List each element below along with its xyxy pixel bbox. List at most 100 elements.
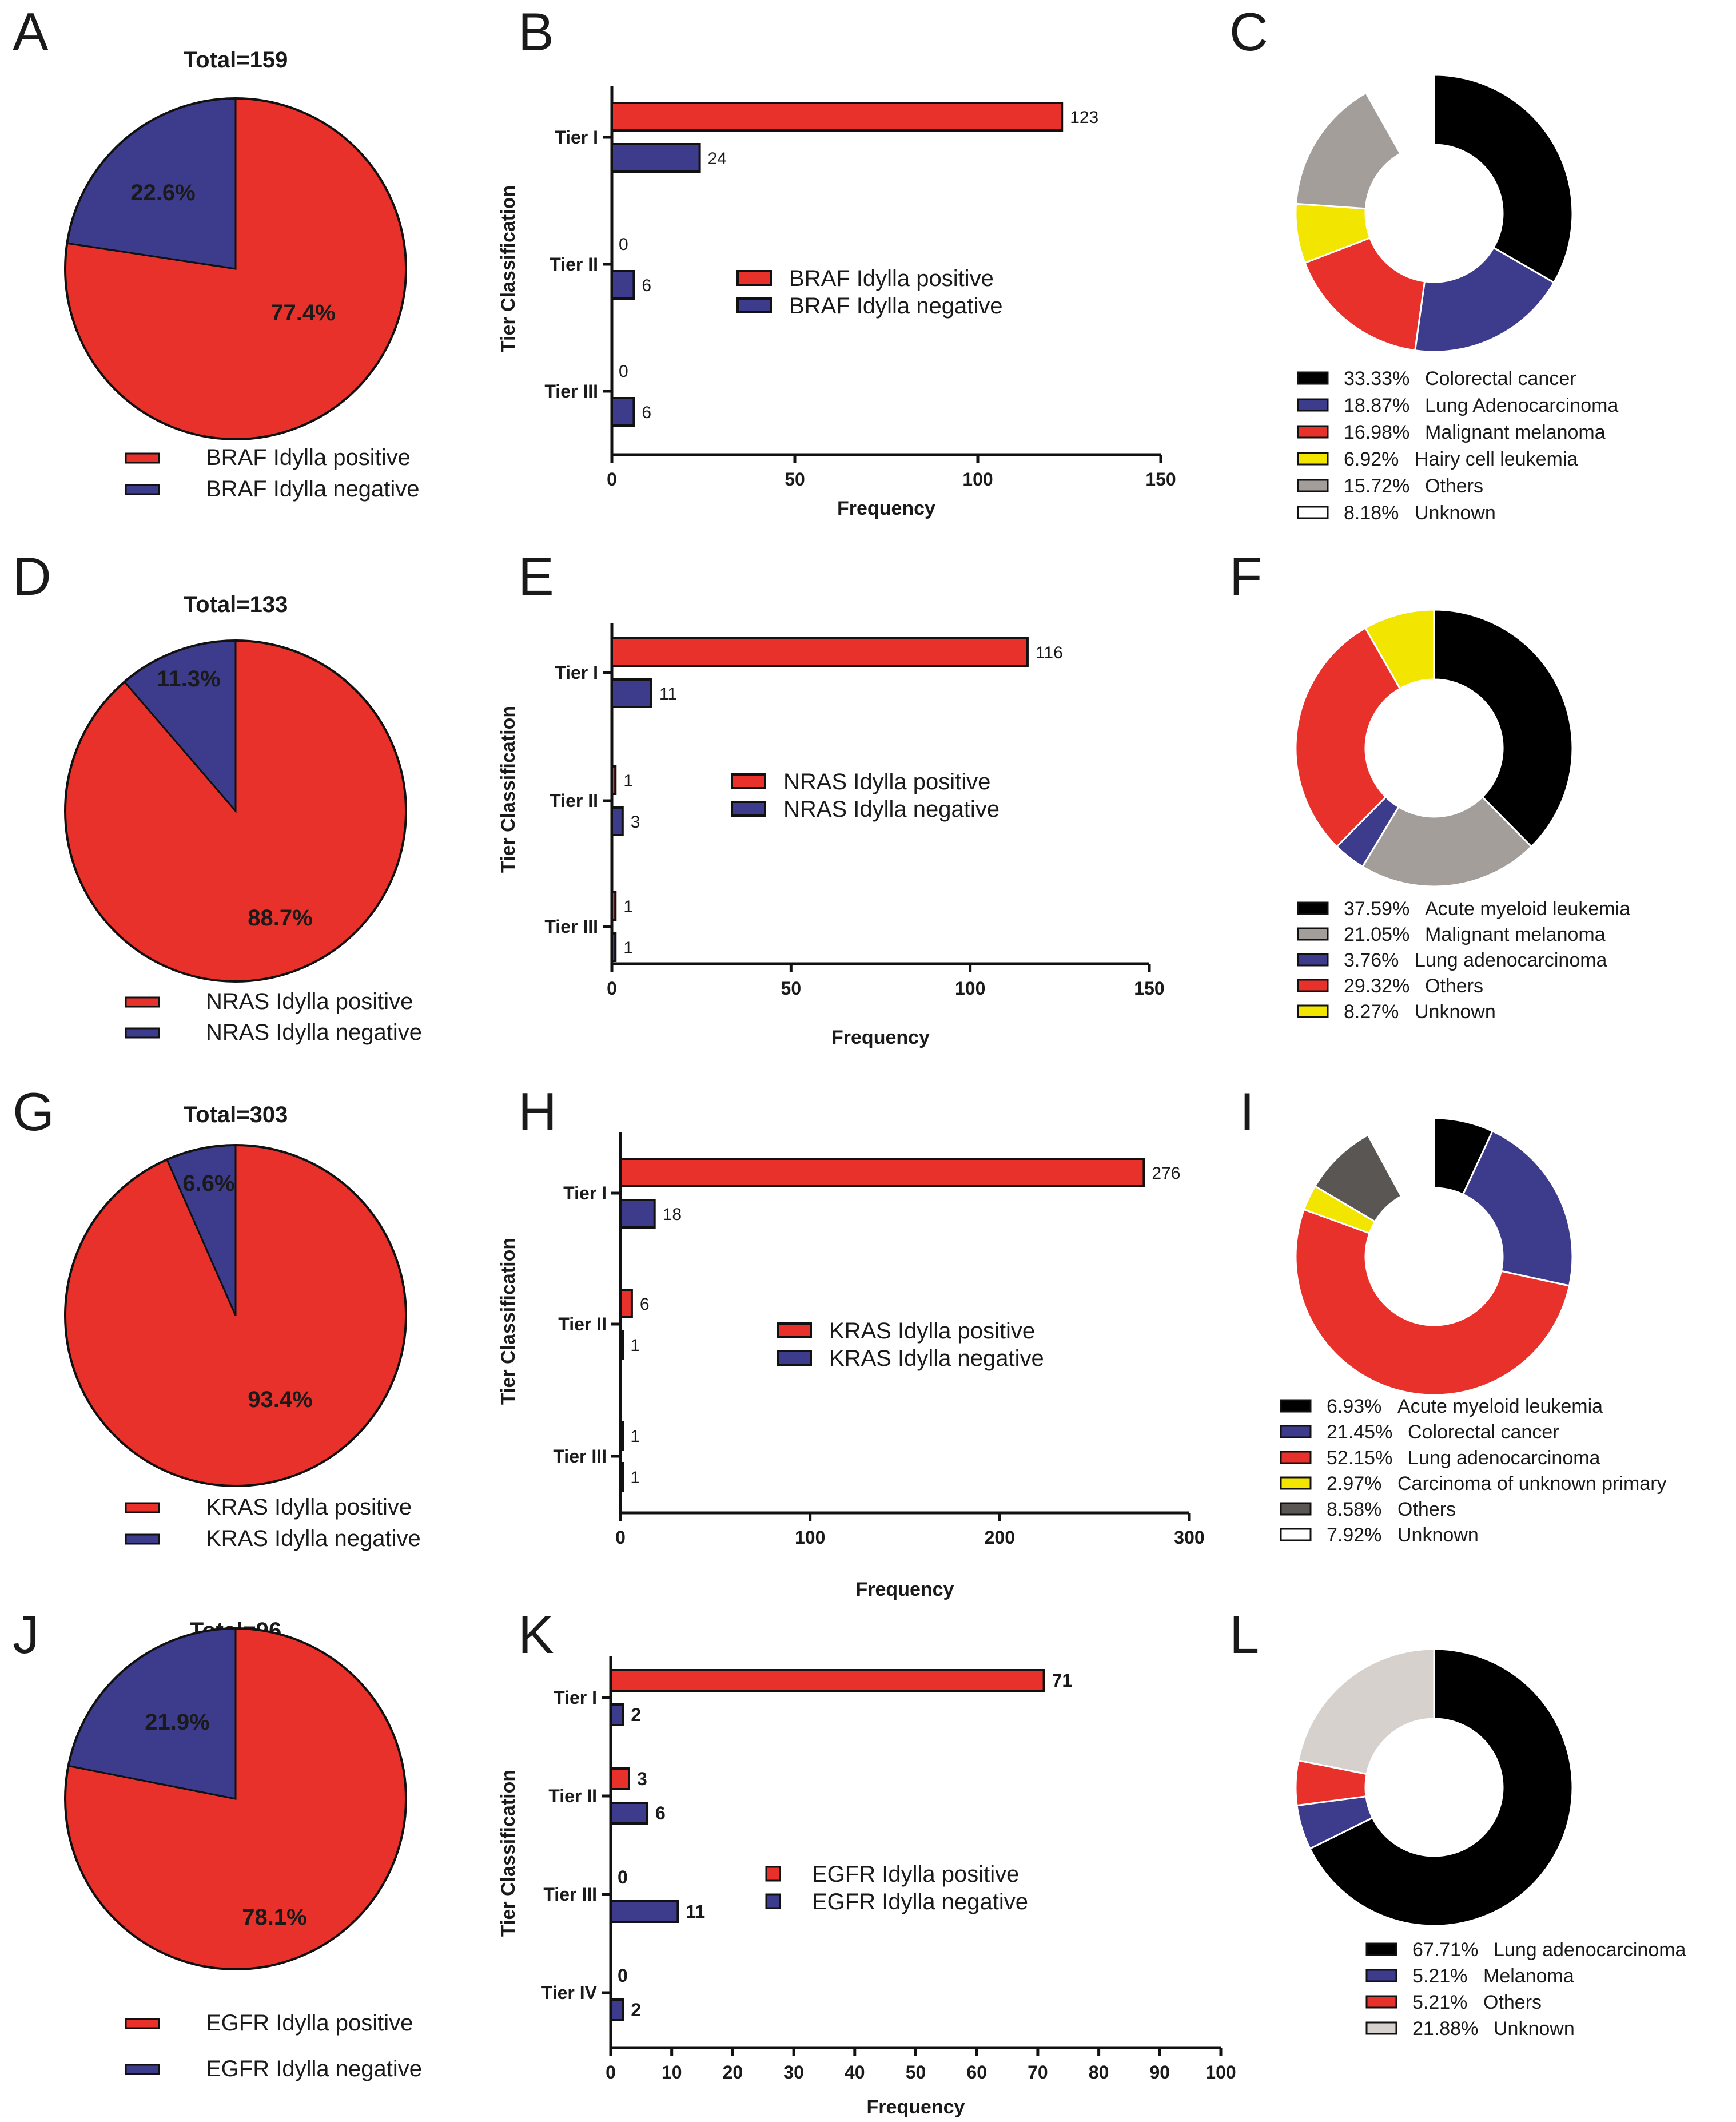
bar-chart-b: 0 50 100 150 Frequency Tier Classification Tie…: [497, 86, 1176, 519]
x-tick-label: 40: [845, 2062, 865, 2083]
x-tick-label: 200: [985, 1527, 1015, 1548]
donut-slice: [1361, 796, 1533, 888]
legend-label: Acute myeloid leukemia: [1397, 1396, 1603, 1417]
panel-letter-f: F: [1229, 546, 1262, 606]
legend-swatch: [1297, 479, 1329, 492]
donut-slice: [1433, 74, 1574, 284]
panel-letter-j: J: [13, 1604, 39, 1664]
legend-label: Acute myeloid leukemia: [1425, 898, 1630, 920]
legend-label: NRAS Idylla negative: [206, 1020, 422, 1045]
legend-label: EGFR Idylla negative: [812, 1889, 1028, 1914]
legend-value: 37.59%: [1344, 898, 1409, 920]
bar-data-label: 6: [642, 403, 651, 422]
legend-swatch: [1297, 979, 1329, 992]
pie-chart-g: Total=303 93.4% KRAS Idylla positive 6.6% KR…: [64, 1102, 421, 1551]
bar-data-label: 2: [631, 2000, 641, 2020]
pie-data-label: 93.4%: [248, 1387, 312, 1412]
legend-value: 5.21%: [1412, 1992, 1467, 2013]
bar: [611, 891, 617, 921]
panel-letter-i: I: [1240, 1082, 1255, 1142]
legend-value: 6.92%: [1344, 448, 1399, 470]
pie-data-label: 11.3%: [157, 666, 220, 692]
legend-swatch: [125, 2018, 160, 2029]
legend-swatch: [1365, 2021, 1397, 2035]
pie-chart-d: Total=133 88.7% NRAS Idylla positive 11.3% N…: [64, 592, 422, 1045]
bar: [611, 637, 1029, 667]
bar: [611, 397, 635, 427]
legend-swatch: [765, 1866, 781, 1882]
x-tick-label: 60: [966, 2062, 987, 2083]
legend-value: 67.71%: [1412, 1939, 1478, 1961]
panel-letter-h: H: [518, 1082, 557, 1142]
donut-chart-c: 33.33% Colorectal cancer 18.87% Lung Adenoc…: [1295, 74, 1618, 524]
pie-chart-j: Total=9678.1%EGFR Idylla positive21.9%EG…: [64, 1618, 422, 2081]
legend-value: 52.15%: [1327, 1447, 1392, 1469]
legend-swatch: [1280, 1425, 1312, 1438]
x-tick-label: 100: [795, 1527, 825, 1548]
x-axis-title: Frequency: [867, 2096, 965, 2118]
legend-swatch: [125, 1027, 160, 1039]
donut-slice: [1433, 609, 1574, 848]
pie-title: Total=159: [184, 47, 288, 73]
panel-letter-b: B: [518, 2, 554, 62]
donut-slice: [1295, 626, 1401, 848]
donut-slice: [1295, 92, 1402, 210]
chart-root: Total=159 77.4% BRAF Idylla positive 22.6% B…: [64, 47, 1686, 2118]
legend-swatch: [777, 1350, 812, 1366]
x-tick-label: 0: [607, 978, 617, 999]
pie-data-label: 22.6%: [130, 180, 195, 205]
legend-label: KRAS Idylla positive: [206, 1495, 412, 1520]
bar: [611, 143, 701, 173]
y-tick-label: Tier III: [544, 916, 598, 937]
legend-value: 8.18%: [1344, 502, 1399, 524]
x-axis-title: Frequency: [837, 498, 935, 519]
bar-data-label: 1: [630, 1336, 640, 1355]
legend-label: Lung adenocarcinoma: [1408, 1447, 1600, 1469]
bar-data-label: 116: [1036, 643, 1063, 662]
legend-label: EGFR Idylla negative: [206, 2056, 422, 2081]
x-tick-label: 50: [906, 2062, 926, 2083]
legend-label: Melanoma: [1483, 1965, 1574, 1987]
bar-data-label: 6: [655, 1803, 666, 1823]
bar: [619, 1421, 624, 1451]
legend-swatch: [125, 484, 160, 495]
legend-label: BRAF Idylla positive: [206, 445, 411, 470]
bar-data-label: 3: [631, 813, 640, 832]
y-tick-label: Tier I: [563, 1183, 607, 1203]
legend-value: 18.87%: [1344, 395, 1409, 416]
pie-outline: [64, 97, 407, 440]
legend-value: 29.32%: [1344, 975, 1409, 997]
legend-value: 3.76%: [1344, 949, 1399, 971]
bar-data-label: 11: [659, 685, 677, 704]
panel-letter-d: D: [13, 546, 51, 606]
legend-swatch: [777, 1322, 812, 1338]
bar: [611, 806, 624, 836]
x-tick-label: 20: [723, 2062, 743, 2083]
y-tick-label: Tier III: [553, 1446, 607, 1467]
y-tick-label: Tier III: [544, 381, 598, 402]
legend-label: EGFR Idylla positive: [812, 1862, 1019, 1887]
donut-slice: [1364, 609, 1435, 690]
bar-data-label: 0: [619, 235, 628, 254]
bar: [610, 1669, 1045, 1692]
legend-swatch: [731, 801, 766, 817]
legend-value: 7.92%: [1327, 1524, 1381, 1546]
bar-data-label: 0: [619, 362, 628, 381]
legend-label: Others: [1425, 975, 1483, 997]
legend-swatch: [1280, 1399, 1312, 1413]
legend-value: 5.21%: [1412, 1965, 1467, 1987]
donut-slice: [1364, 74, 1435, 155]
pie-outline: [64, 1144, 407, 1487]
legend-label: KRAS Idylla negative: [829, 1346, 1044, 1371]
legend-label: BRAF Idylla positive: [789, 266, 994, 291]
donut-slice: [1304, 236, 1426, 352]
x-tick-label: 30: [783, 2062, 804, 2083]
panel-letter-c: C: [1229, 2, 1268, 62]
legend-swatch: [1297, 953, 1329, 967]
pie-data-label: 78.1%: [242, 1905, 306, 1930]
legend-swatch: [125, 1502, 160, 1513]
bar: [619, 1199, 656, 1229]
x-tick-label: 0: [607, 469, 617, 490]
y-tick-label: Tier II: [550, 790, 598, 811]
